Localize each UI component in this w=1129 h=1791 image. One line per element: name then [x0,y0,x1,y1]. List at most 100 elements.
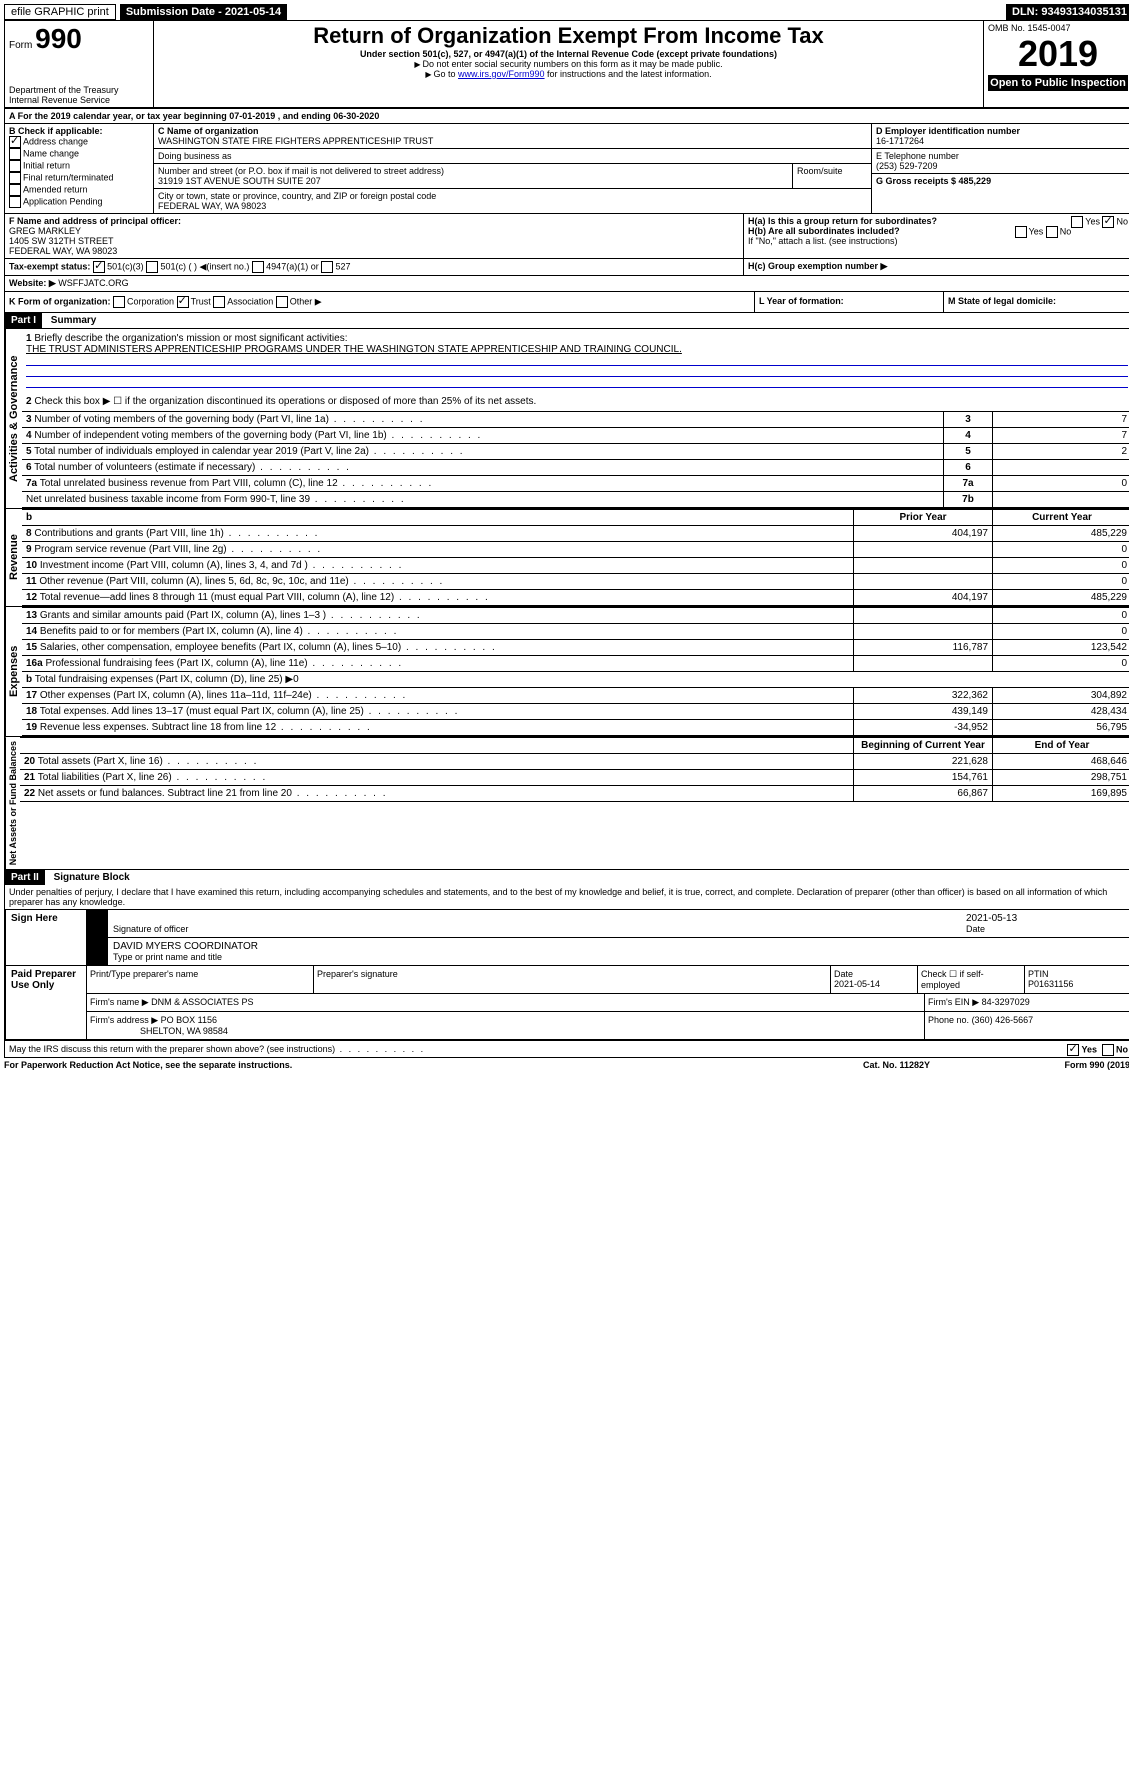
paid-preparer: Paid Preparer Use Only [6,966,87,1040]
box-b: B Check if applicable: Address change Na… [5,124,154,213]
box-b-label: B Check if applicable: [9,126,149,136]
firm-phone: (360) 426-5667 [972,1015,1034,1025]
box-c-label: C Name of organization [158,126,867,136]
cb-assoc[interactable] [213,296,225,308]
col-prior: Prior Year [854,510,993,526]
right-col: D Employer identification number 16-1717… [871,124,1129,213]
addr-label: Number and street (or P.O. box if mail i… [158,166,788,176]
cb-4947[interactable] [252,261,264,273]
efile-label[interactable]: efile GRAPHIC print [4,4,116,20]
cb-name-change[interactable] [9,148,21,160]
f-h-block: F Name and address of principal officer:… [5,213,1129,258]
col-begin: Beginning of Current Year [854,738,993,754]
side-gov: Activities & Governance [5,329,22,508]
officer-name: GREG MARKLEY [9,226,739,236]
hc-label: H(c) Group exemption number ▶ [744,259,1129,275]
part2-title: Signature Block [48,870,136,885]
phone: (253) 529-7209 [876,161,1128,171]
cb-501c[interactable] [146,261,158,273]
cb-527[interactable] [321,261,333,273]
box-j-label: Website: ▶ [9,278,56,288]
part2-hdr-row: Part II Signature Block [5,869,1129,885]
ha-yes[interactable] [1071,216,1083,228]
cb-address-change-label: Address change [23,136,88,146]
cb-app-pending[interactable] [9,196,21,208]
col-end: End of Year [993,738,1129,754]
room-label: Room/suite [792,164,871,188]
box-g: G Gross receipts $ 485,229 [876,176,1128,186]
dln: DLN: 93493134035131 [1006,4,1129,20]
prep-sig-label: Preparer's signature [314,966,831,993]
note-1: Do not enter social security numbers on … [158,59,979,69]
sig-officer-label: Signature of officer [113,924,966,934]
footer: For Paperwork Reduction Act Notice, see … [4,1058,1129,1072]
sign-here: Sign Here [6,910,87,966]
cb-amended-label: Amended return [23,184,88,194]
prep-check: Check ☐ if self-employed [918,966,1025,993]
form-container: Form 990 Department of the Treasury Inte… [4,20,1129,1058]
officer-addr1: 1405 SW 312TH STREET [9,236,739,246]
col-current: Current Year [993,510,1129,526]
open-public: Open to Public Inspection [988,75,1128,91]
cb-amended[interactable] [9,184,21,196]
cb-address-change[interactable] [9,136,21,148]
cb-final-return[interactable] [9,172,21,184]
box-l: L Year of formation: [755,292,944,312]
cb-initial-return[interactable] [9,160,21,172]
cb-501c3[interactable] [93,261,105,273]
box-m: M State of legal domicile: [944,292,1129,312]
part2-hdr: Part II [5,870,45,885]
ein: 16-1717264 [876,136,1128,146]
klm-row: K Form of organization: Corporation Trus… [5,291,1129,312]
i-row: Tax-exempt status: 501(c)(3) 501(c) ( ) … [5,258,1129,275]
net-table: Beginning of Current YearEnd of Year 20 … [20,737,1129,802]
firm-addr2: SHELTON, WA 98584 [140,1026,228,1036]
irs-link[interactable]: www.irs.gov/Form990 [458,69,545,79]
part1-hdr-row: Part I Summary [5,312,1129,328]
dept-treasury: Department of the Treasury [9,85,149,95]
dba-label: Doing business as [158,151,867,161]
cat: Cat. No. 11282Y [863,1060,1013,1070]
discuss-yes[interactable] [1067,1044,1079,1056]
tax-year: 2019 [988,33,1128,75]
discuss-row: May the IRS discuss this return with the… [5,1040,1129,1057]
sig-table: Sign Here 2021-05-13 Signature of office… [5,909,1129,1040]
part1-hdr: Part I [5,313,42,328]
website: WSFFJATC.ORG [58,278,128,288]
city-label: City or town, state or province, country… [158,191,867,201]
form-number: 990 [35,23,82,54]
side-net: Net Assets or Fund Balances [5,737,20,869]
form-title: Return of Organization Exempt From Incom… [158,23,979,49]
form-prefix: Form [9,40,32,51]
ha-label: H(a) Is this a group return for subordin… [748,216,937,226]
box-d-label: D Employer identification number [876,126,1128,136]
discuss-no[interactable] [1102,1044,1114,1056]
cb-trust[interactable] [177,296,189,308]
ha-no[interactable] [1102,216,1114,228]
box-f-label: F Name and address of principal officer: [9,216,739,226]
firm-ein: 84-3297029 [982,997,1030,1007]
addr: 31919 1ST AVENUE SOUTH SUITE 207 [158,176,788,186]
side-rev: Revenue [5,509,22,606]
j-row: Website: ▶ WSFFJATC.ORG [5,275,1129,291]
hb-no[interactable] [1046,226,1058,238]
exp-table: 13 Grants and similar amounts paid (Part… [22,607,1129,736]
hb-yes[interactable] [1015,226,1027,238]
q2: Check this box ▶ ☐ if the organization d… [34,396,536,407]
sig-date: 2021-05-13 [966,913,1126,924]
omb: OMB No. 1545-0047 [988,23,1128,33]
ptin: P01631156 [1028,979,1073,989]
cb-other[interactable] [276,296,288,308]
prep-name-label: Print/Type preparer's name [87,966,314,993]
city: FEDERAL WAY, WA 98023 [158,201,867,211]
cb-corp[interactable] [113,296,125,308]
note-2: Go to www.irs.gov/Form990 for instructio… [158,69,979,79]
hb-label: H(b) Are all subordinates included? [748,226,900,236]
officer-printed: DAVID MYERS COORDINATOR [113,941,1126,952]
form-footer: Form 990 (2019) [1013,1060,1129,1070]
cb-name-change-label: Name change [23,148,79,158]
side-exp: Expenses [5,607,22,736]
prep-date: 2021-05-14 [834,979,880,989]
firm-name: DNM & ASSOCIATES PS [151,997,253,1007]
form-subtitle: Under section 501(c), 527, or 4947(a)(1)… [158,49,979,59]
